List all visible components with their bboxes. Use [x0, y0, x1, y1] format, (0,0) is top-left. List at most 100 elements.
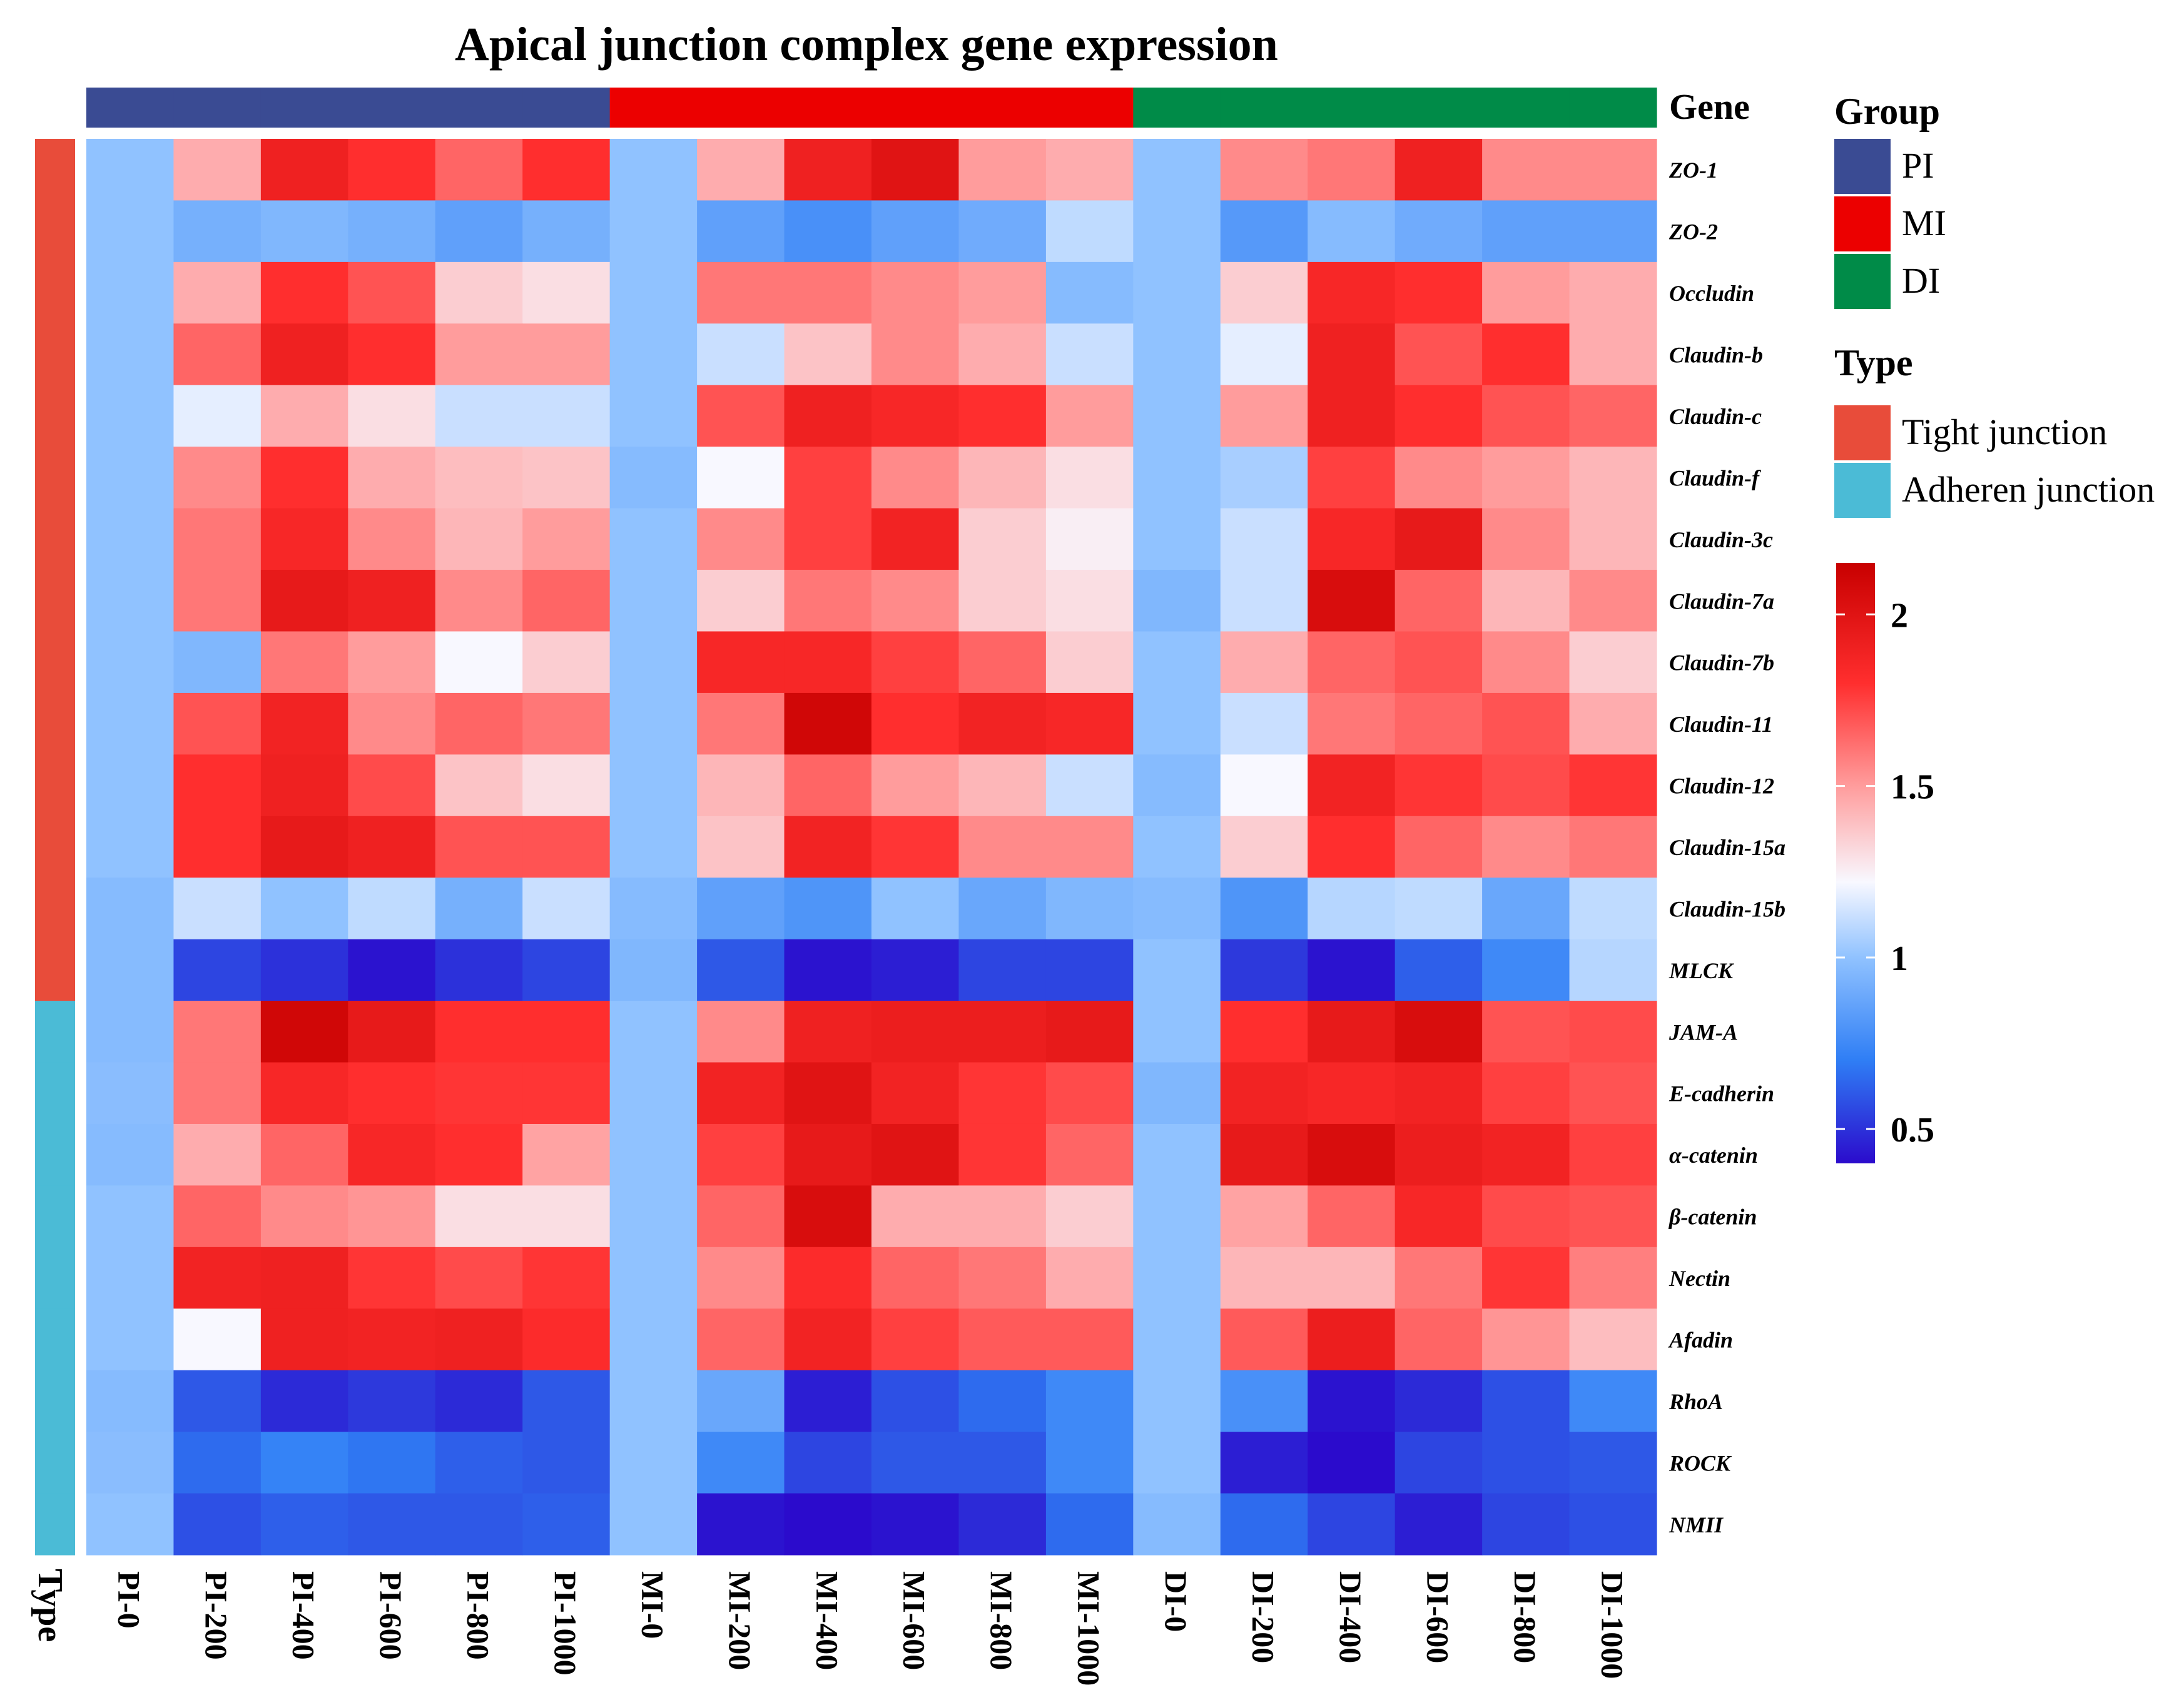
heatmap-cell	[86, 261, 175, 324]
row-label: Claudin-b	[1669, 343, 1763, 368]
heatmap-cell	[697, 508, 785, 570]
heatmap-cell	[1220, 385, 1308, 447]
heatmap-cell	[784, 261, 872, 324]
heatmap-cell	[1482, 1432, 1570, 1494]
heatmap-cell	[260, 1493, 348, 1556]
heatmap-cell	[1569, 1001, 1657, 1063]
heatmap-cell	[1394, 631, 1483, 694]
heatmap-cell	[522, 1123, 611, 1186]
heatmap-cell	[1308, 878, 1396, 940]
heatmap-cell	[348, 878, 436, 940]
heatmap-cell	[1133, 139, 1221, 201]
heatmap-cell	[260, 878, 348, 940]
heatmap-cell	[609, 139, 698, 201]
heatmap-cell	[1133, 1123, 1221, 1186]
heatmap-cell	[1482, 1001, 1570, 1063]
type-annotation-cell	[35, 508, 75, 570]
row-label: ROCK	[1668, 1450, 1732, 1475]
heatmap-cell	[871, 754, 960, 817]
group-annotation-cell	[784, 88, 872, 128]
heatmap-cell	[173, 570, 262, 632]
heatmap-cell	[1569, 200, 1657, 263]
heatmap-cell	[1308, 323, 1396, 386]
group-annotation-cell	[1569, 88, 1657, 128]
heatmap-cell	[958, 261, 1047, 324]
row-label: Afadin	[1668, 1328, 1733, 1353]
heatmap-cell	[784, 1370, 872, 1432]
heatmap-cell	[1569, 631, 1657, 694]
heatmap-cell	[522, 631, 611, 694]
heatmap-cell	[609, 261, 698, 324]
heatmap-cell	[86, 323, 175, 386]
heatmap-cell	[1045, 200, 1134, 263]
heatmap-cell	[435, 878, 523, 940]
heatmap-cell	[1045, 1370, 1134, 1432]
type-legend-label: Adheren junction	[1902, 469, 2155, 510]
heatmap-cell	[1220, 570, 1308, 632]
row-label: Claudin-f	[1669, 465, 1761, 490]
row-label: Nectin	[1668, 1266, 1730, 1291]
heatmap-cell	[1308, 385, 1396, 447]
column-label: DI-800	[1508, 1571, 1543, 1663]
heatmap-cell	[1569, 1185, 1657, 1248]
heatmap-cell	[784, 692, 872, 755]
heatmap-cell	[86, 1185, 175, 1248]
heatmap-cell	[1482, 878, 1570, 940]
heatmap-cell	[86, 508, 175, 570]
heatmap-cell	[86, 692, 175, 755]
heatmap-cell	[522, 754, 611, 817]
row-label: Claudin-15a	[1669, 835, 1785, 860]
heatmap-cell	[1394, 1370, 1483, 1432]
heatmap-cell	[1569, 1062, 1657, 1125]
heatmap-cell	[1133, 631, 1221, 694]
type-annotation-cell	[35, 1001, 75, 1063]
heatmap-cell	[86, 631, 175, 694]
heatmap-cell	[1394, 139, 1483, 201]
heatmap-cell	[1394, 508, 1483, 570]
heatmap-cell	[348, 1062, 436, 1125]
heatmap-cell	[958, 323, 1047, 386]
heatmap-cell	[173, 1308, 262, 1371]
heatmap-cell	[1045, 570, 1134, 632]
type-annotation-cell	[35, 1370, 75, 1432]
heatmap-cell	[1045, 385, 1134, 447]
row-label: Claudin-12	[1669, 774, 1774, 799]
heatmap-cell	[1220, 1247, 1308, 1309]
heatmap-cell	[697, 1493, 785, 1556]
heatmap-cell	[1482, 939, 1570, 1001]
group-annotation-cell	[1220, 88, 1308, 128]
heatmap-cell	[609, 323, 698, 386]
heatmap-cell	[1569, 385, 1657, 447]
heatmap-cell	[784, 200, 872, 263]
heatmap-cell	[1308, 200, 1396, 263]
heatmap-cell	[260, 939, 348, 1001]
row-label: JAM-A	[1668, 1020, 1738, 1045]
heatmap-cell	[1308, 508, 1396, 570]
heatmap-cell	[697, 631, 785, 694]
heatmap-cell	[1220, 1370, 1308, 1432]
heatmap-cell	[1569, 261, 1657, 324]
heatmap-cell	[522, 816, 611, 878]
group-annotation-cell	[1308, 88, 1396, 128]
type-legend-swatch	[1834, 405, 1891, 460]
heatmap-cell	[609, 570, 698, 632]
heatmap-cell	[958, 447, 1047, 509]
heatmap-cell	[1133, 447, 1221, 509]
column-label: DI-400	[1333, 1571, 1368, 1663]
heatmap-cell	[348, 631, 436, 694]
heatmap-cell	[697, 816, 785, 878]
heatmap-cell	[697, 1247, 785, 1309]
heatmap-cell	[871, 1432, 960, 1494]
column-label: PI-800	[461, 1571, 496, 1660]
heatmap-cell	[784, 1062, 872, 1125]
heatmap-cell	[1394, 939, 1483, 1001]
type-legend: Type Tight junction Adheren junction	[1834, 342, 2155, 518]
heatmap-cell	[958, 1247, 1047, 1309]
heatmap-cell	[958, 200, 1047, 263]
heatmap-cell	[784, 139, 872, 201]
heatmap-cell	[1482, 1370, 1570, 1432]
heatmap-cell	[784, 1123, 872, 1186]
heatmap-cell	[1220, 1432, 1308, 1494]
row-label: ZO-2	[1668, 220, 1718, 245]
